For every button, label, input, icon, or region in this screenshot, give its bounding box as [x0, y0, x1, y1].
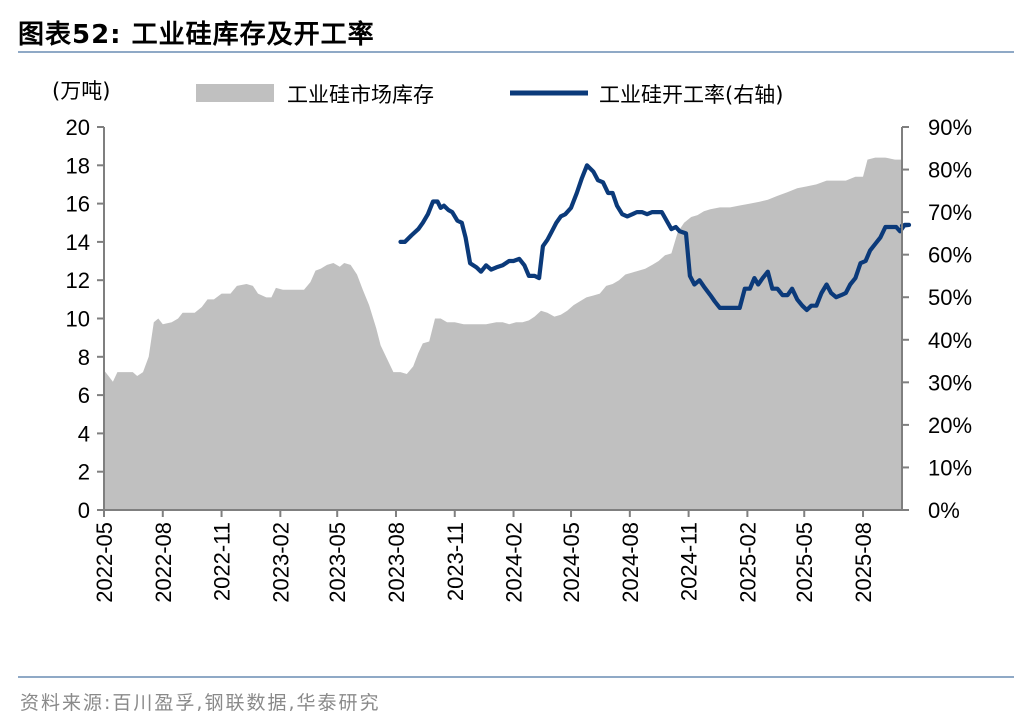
x-tick-label: 2022-11 — [210, 522, 235, 601]
left-tick-label: 10 — [66, 307, 90, 332]
right-tick-label: 20% — [928, 413, 972, 438]
x-tick-label: 2024-05 — [559, 522, 584, 603]
axes-layer: 0 2 4 6 8 10 12 14 16 18 20 0% 10% 20% 30% 40% 50% 60% 70%… — [52, 79, 972, 603]
right-tick-label: 70% — [928, 200, 972, 225]
x-tick-label: 2023-02 — [268, 522, 293, 603]
x-tick-label: 2022-05 — [92, 522, 117, 603]
x-tick-label: 2025-02 — [735, 522, 760, 603]
x-tick-label: 2025-05 — [792, 522, 817, 603]
x-tick-label: 2024-11 — [677, 522, 702, 601]
source-note: 资料来源:百川盈孚,钢联数据,华泰研究 — [20, 692, 381, 714]
left-tick-label: 4 — [78, 421, 90, 446]
right-tick-label: 30% — [928, 370, 972, 395]
right-tick-label: 10% — [928, 455, 972, 480]
left-tick-label: 12 — [66, 268, 90, 293]
left-tick-label: 18 — [66, 153, 90, 178]
title-rule — [18, 51, 1014, 53]
left-tick-label: 20 — [66, 115, 90, 140]
x-tick-label: 2023-05 — [325, 522, 350, 603]
legend-label-operating-rate: 工业硅开工率(右轴) — [599, 83, 783, 107]
left-tick-label: 16 — [66, 192, 90, 217]
inventory-area — [104, 157, 902, 510]
right-tick-label: 40% — [928, 328, 972, 353]
x-tick-label: 2023-11 — [443, 522, 468, 601]
left-tick-label: 0 — [78, 498, 90, 523]
left-axis-unit: (万吨) — [52, 79, 110, 103]
source-rule — [18, 676, 1014, 678]
legend-label-inventory: 工业硅市场库存 — [287, 83, 434, 107]
operating-rate-line — [398, 163, 912, 313]
left-tick-label: 6 — [78, 383, 90, 408]
x-tick-label: 2025-08 — [851, 522, 876, 603]
x-tick-label: 2023-08 — [384, 522, 409, 603]
left-tick-label: 2 — [78, 460, 90, 485]
legend-swatch-inventory — [196, 84, 274, 102]
legend: 工业硅市场库存 工业硅开工率(右轴) — [196, 83, 783, 107]
left-tick-label: 14 — [66, 230, 90, 255]
x-tick-label: 2024-08 — [618, 522, 643, 603]
x-tick-label: 2022-08 — [151, 522, 176, 603]
inventory-area-layer — [104, 157, 902, 510]
right-tick-label: 50% — [928, 285, 972, 310]
right-tick-label: 60% — [928, 243, 972, 268]
right-tick-label: 90% — [928, 115, 972, 140]
left-tick-label: 8 — [78, 345, 90, 370]
x-tick-label: 2024-02 — [502, 522, 527, 603]
figure-title: 图表52: 工业硅库存及开工率 — [18, 20, 375, 50]
operating-rate-line-layer — [398, 163, 912, 313]
right-tick-label: 0% — [928, 498, 960, 523]
right-tick-label: 80% — [928, 158, 972, 183]
